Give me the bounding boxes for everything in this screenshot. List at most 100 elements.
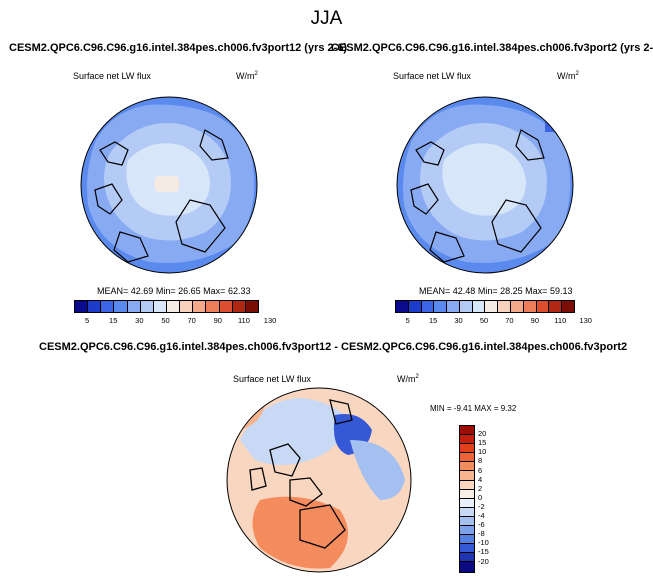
right-colorbar-swatch <box>434 301 448 312</box>
left-min-value: 26.65 <box>178 286 201 296</box>
right-map-outline <box>396 96 574 274</box>
diff-colorbar-swatch <box>460 480 474 490</box>
right-colorbar-swatch <box>396 301 409 312</box>
right-panel-units: W/m2 <box>557 71 579 81</box>
right-map-coastlines <box>410 129 545 263</box>
left-colorbar-swatch <box>193 301 207 312</box>
right-colorbar-swatch <box>536 301 550 312</box>
right-min-value: 28.25 <box>500 286 523 296</box>
right-colorbar-swatch <box>485 301 499 312</box>
left-colorbar-label: 30 <box>135 316 144 325</box>
right-max-label: Max= <box>525 286 548 296</box>
right-mean-label: MEAN= <box>419 286 451 296</box>
right-colorbar-labels: 5 15 30 50 70 90 110 130 <box>395 316 592 326</box>
left-colorbar-label: 130 <box>263 316 277 325</box>
diff-map-coastlines <box>249 399 353 549</box>
diff-colorbar-label: 2 <box>478 483 483 493</box>
right-colorbar-label: 110 <box>554 316 567 325</box>
left-colorbar-label: 70 <box>187 316 196 325</box>
diff-colorbar-label: 20 <box>478 429 487 439</box>
right-units-base: W/m <box>557 71 576 81</box>
right-panel-case-title: CESM2.QPC6.C96.C96.g16.intel.384pes.ch00… <box>331 42 653 54</box>
diff-colorbar-swatch <box>460 498 474 508</box>
left-colorbar-label: 15 <box>109 316 118 325</box>
diff-colorbar-label: -8 <box>478 529 485 539</box>
diff-colorbar-label: -4 <box>478 511 485 520</box>
right-colorbar-label: 30 <box>454 316 463 325</box>
figure-title: JJA <box>310 8 343 29</box>
right-mean-value: 42.48 <box>452 286 476 296</box>
left-units-exp: 2 <box>254 71 258 77</box>
left-colorbar-swatch <box>166 301 181 312</box>
diff-colorbar-label: 10 <box>478 447 487 457</box>
diff-min-label: MIN = <box>430 404 452 413</box>
left-max-value: 62.33 <box>227 286 251 296</box>
diff-colorbar-label: 6 <box>478 465 483 475</box>
right-colorbar-label: 90 <box>530 316 540 325</box>
left-mean-value: 42.69 <box>130 286 154 296</box>
diff-panel-variable: Surface net LW flux <box>233 374 311 384</box>
left-colorbar-swatch <box>101 301 115 312</box>
diff-colorbar-swatch <box>460 535 474 545</box>
diff-colorbar-swatch <box>460 507 474 517</box>
diff-colorbar-label: -10 <box>478 538 489 548</box>
left-panel-case-title: CESM2.QPC6.C96.C96.g16.intel.384pes.ch00… <box>9 42 348 54</box>
diff-colorbar-swatch <box>460 516 474 527</box>
right-map-dark-patch <box>545 118 557 132</box>
left-colorbar-swatch <box>75 301 89 312</box>
diff-colorbar-label: -20 <box>478 556 489 566</box>
left-colorbar-swatch <box>180 301 194 312</box>
right-colorbar-swatch <box>408 301 422 312</box>
right-units-exp: 2 <box>575 71 579 77</box>
left-map-outline <box>80 96 258 274</box>
right-colorbar-label: 130 <box>579 316 592 325</box>
left-colorbar-swatch <box>206 301 220 312</box>
diff-panel-units: W/m2 <box>397 374 419 384</box>
right-panel-variable: Surface net LW flux <box>393 71 471 81</box>
left-units-base: W/m <box>236 71 255 81</box>
right-max-value: 59.13 <box>549 286 573 296</box>
diff-colorbar-label: 4 <box>478 474 483 484</box>
diff-colorbar-label: -6 <box>478 520 485 530</box>
diff-max-label: MAX = <box>474 404 499 413</box>
diff-map-outline <box>226 387 412 573</box>
left-panel-variable: Surface net LW flux <box>73 71 151 81</box>
diff-colorbar-swatch <box>460 453 474 463</box>
diff-colorbar-label: 0 <box>478 492 483 502</box>
left-map-coastlines <box>94 129 229 263</box>
left-colorbar-label: 90 <box>213 316 222 325</box>
left-map-pole-patch <box>155 176 179 192</box>
diff-colorbar-swatch <box>460 462 474 472</box>
right-colorbar-swatch <box>472 301 486 312</box>
diff-colorbar-swatch <box>460 553 474 563</box>
right-colorbar-label: 50 <box>479 316 489 325</box>
right-colorbar-swatch <box>447 301 460 312</box>
diff-colorbar-swatch <box>460 489 474 499</box>
left-min-label: Min= <box>155 286 176 296</box>
diff-min-value: -9.41 <box>453 404 473 413</box>
left-colorbar-label: 110 <box>237 316 250 325</box>
diff-colorbar-swatch <box>460 426 474 436</box>
left-colorbar-label: 5 <box>84 316 90 325</box>
diff-panel-stats: MIN = -9.41 MAX = 9.32 <box>430 404 516 413</box>
left-max-label: Max= <box>203 286 226 296</box>
right-colorbar-label: 15 <box>428 316 438 325</box>
diff-map-cool-region <box>240 398 350 465</box>
right-colorbar-swatch <box>498 301 512 312</box>
right-panel-stats: MEAN= 42.48 Min= 28.25 Max= 59.13 <box>419 286 572 296</box>
left-colorbar-swatch <box>140 301 154 312</box>
left-mean-label: MEAN= <box>97 286 129 296</box>
diff-units-base: W/m <box>397 374 416 384</box>
right-min-label: Min= <box>477 286 498 296</box>
right-colorbar-label: 5 <box>405 316 410 325</box>
right-colorbar-swatch <box>549 301 563 312</box>
right-colorbar-swatch <box>523 301 537 312</box>
left-panel-stats: MEAN= 42.69 Min= 26.65 Max= 62.33 <box>97 286 250 296</box>
diff-colorbar-swatch <box>460 562 474 572</box>
right-colorbar-swatch <box>562 301 574 312</box>
left-panel-units: W/m2 <box>236 71 258 81</box>
left-colorbar-swatch <box>114 301 128 312</box>
diff-units-exp: 2 <box>415 374 419 380</box>
diff-colorbar-swatch <box>460 471 474 481</box>
